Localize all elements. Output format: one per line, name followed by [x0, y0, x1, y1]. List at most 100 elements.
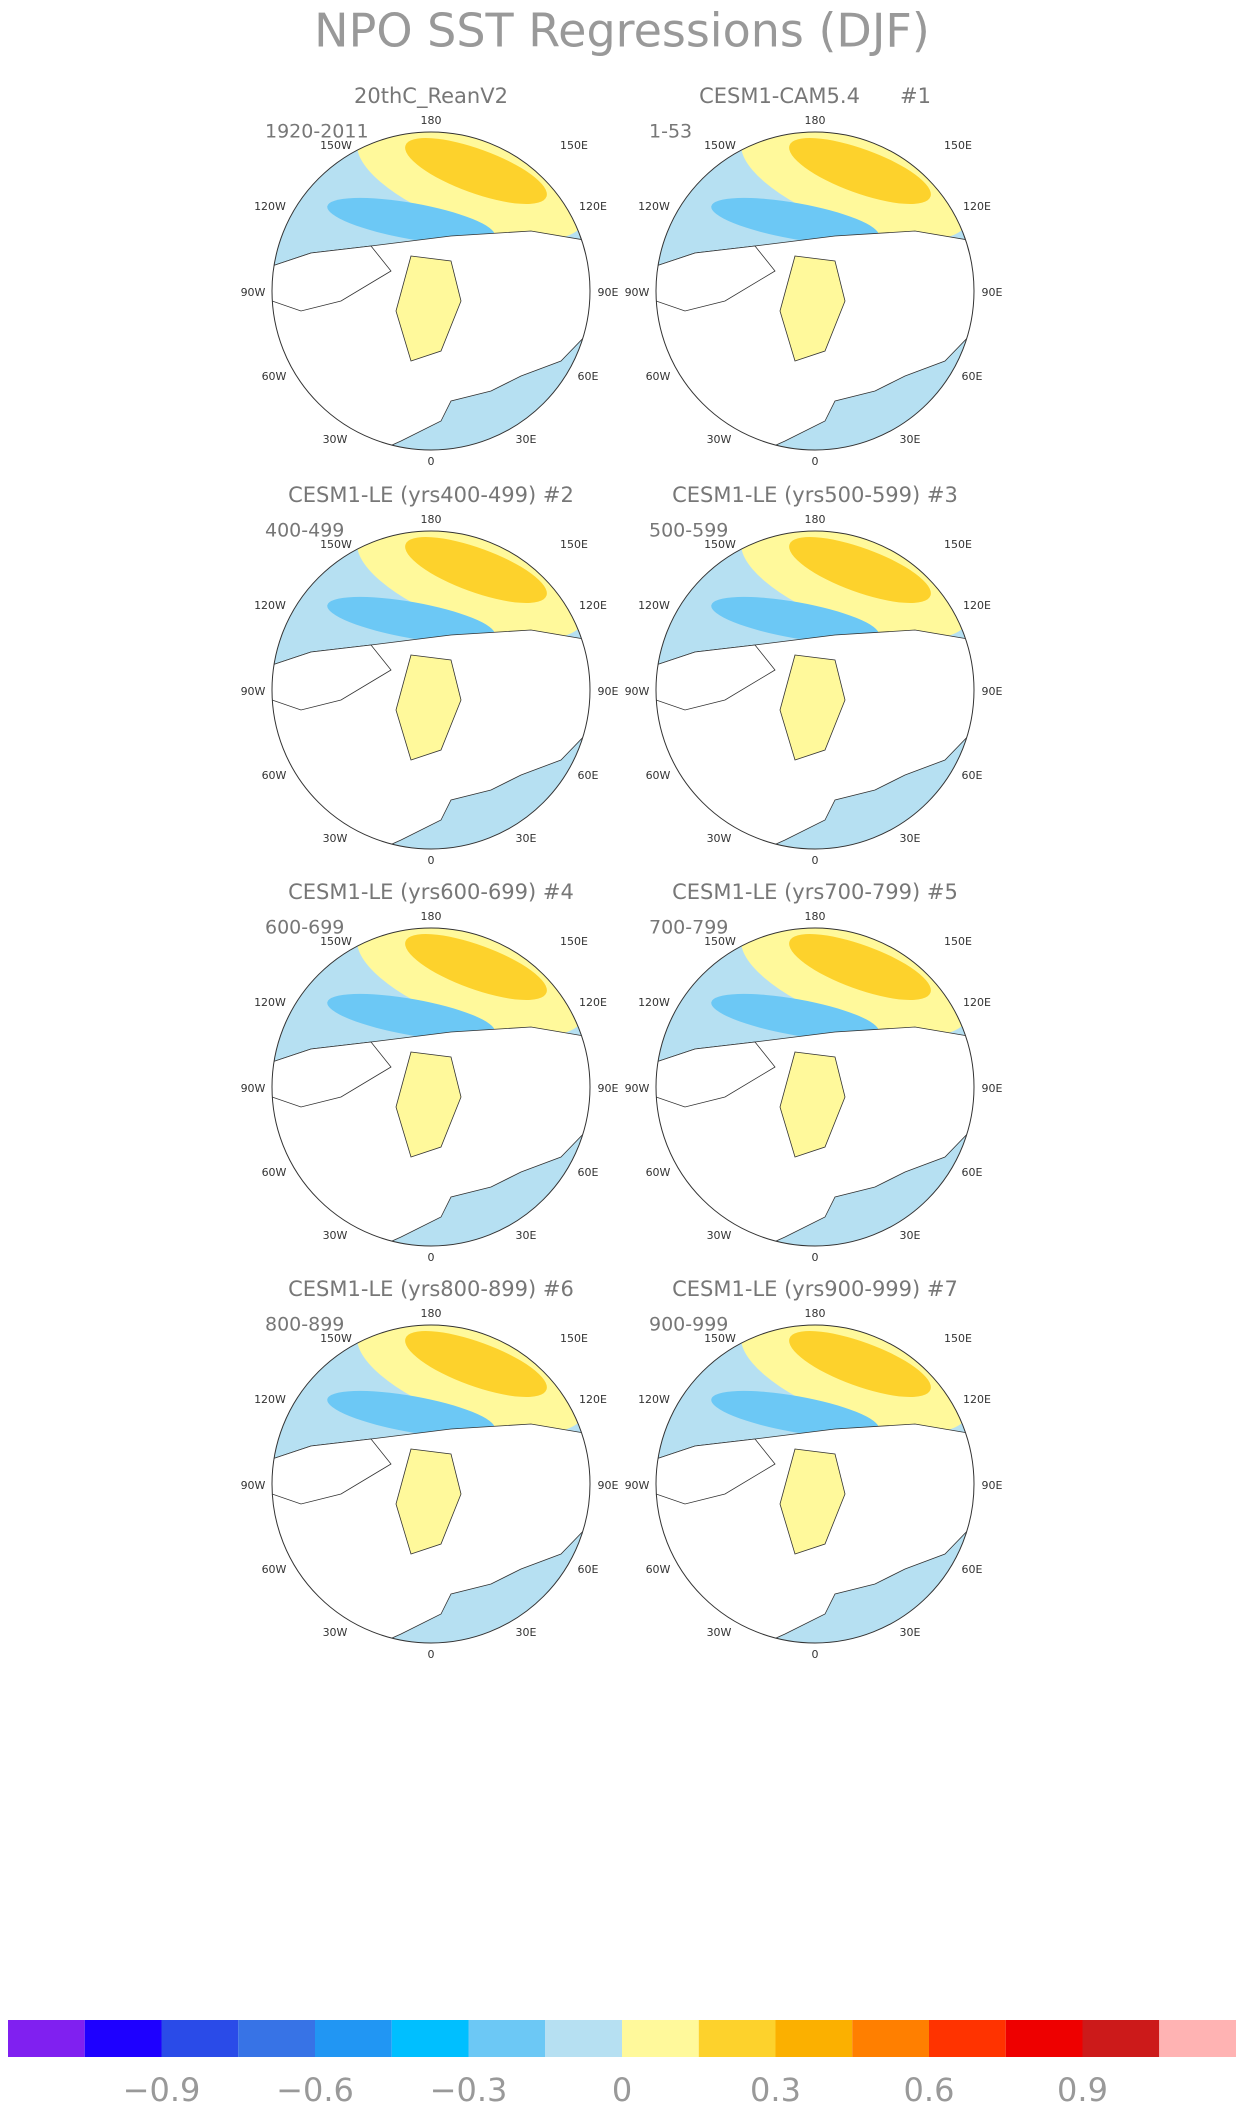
greenland: [779, 654, 846, 761]
panel-title: CESM1-LE (yrs500-599) #3: [672, 483, 958, 507]
map-border: [271, 530, 591, 850]
lon-label: 120E: [579, 1393, 607, 1406]
lon-label: 60E: [578, 1563, 599, 1576]
lon-label: 180: [805, 513, 826, 526]
land-na: [656, 1041, 776, 1108]
lon-label: 0: [812, 1648, 819, 1661]
lon-label: 120E: [963, 996, 991, 1009]
lon-label: 30W: [707, 832, 732, 845]
map-border: [271, 927, 591, 1247]
lon-label: 90W: [241, 1479, 266, 1492]
land-na: [656, 245, 776, 312]
colorbar-label: −0.3: [430, 2071, 508, 2109]
warm-core: [405, 1331, 547, 1397]
land-na: [272, 644, 392, 711]
land-na: [656, 644, 776, 711]
lon-label: 90W: [625, 1479, 650, 1492]
warm-core: [405, 934, 547, 1000]
lon-label: 30E: [516, 433, 537, 446]
cool-core: [327, 1390, 495, 1438]
lon-label: 0: [428, 455, 435, 468]
cool-core: [327, 596, 495, 644]
colorbar-label: 0.6: [904, 2071, 955, 2109]
panel-period: 600-699: [265, 917, 344, 939]
greenland: [395, 255, 462, 362]
lon-label: 90E: [982, 286, 1003, 299]
colorbar-swatch: [1082, 2020, 1160, 2057]
land-na: [272, 1438, 392, 1505]
lon-label: 150E: [944, 1332, 972, 1345]
cool-core: [711, 596, 879, 644]
lon-label: 120W: [254, 996, 286, 1009]
lon-label: 90E: [598, 1479, 619, 1492]
lon-label: 150E: [560, 139, 588, 152]
lon-label: 90W: [241, 286, 266, 299]
panel-period: 700-799: [649, 917, 728, 939]
lon-label: 120W: [254, 200, 286, 213]
lon-label: 30W: [323, 832, 348, 845]
greenland: [395, 1051, 462, 1158]
panel-title: CESM1-LE (yrs600-699) #4: [288, 880, 574, 904]
map: [656, 1325, 974, 1643]
lon-label: 30E: [516, 1626, 537, 1639]
lon-label: 60W: [262, 769, 287, 782]
colorbar-label: 0: [612, 2071, 632, 2109]
lon-label: 120E: [579, 200, 607, 213]
lon-label: 90E: [982, 685, 1003, 698]
lon-label: 180: [805, 114, 826, 127]
lon-label: 60W: [262, 1563, 287, 1576]
lon-label: 60W: [646, 1166, 671, 1179]
panel-period: 400-499: [265, 520, 344, 542]
lon-label: 60E: [962, 1563, 983, 1576]
lon-label: 150W: [320, 935, 352, 948]
greenland: [779, 1448, 846, 1555]
map-border: [655, 131, 975, 451]
panel-period: 800-899: [265, 1314, 344, 1336]
colorbar-swatch: [852, 2020, 929, 2057]
lon-label: 90W: [241, 685, 266, 698]
map-border: [655, 927, 975, 1247]
colorbar-swatch: [8, 2020, 85, 2057]
greenland: [779, 1051, 846, 1158]
cool-core: [327, 197, 495, 245]
lon-label: 150E: [944, 139, 972, 152]
colorbar-swatch: [391, 2020, 469, 2057]
map-border: [271, 131, 591, 451]
lon-label: 90E: [598, 286, 619, 299]
land-na: [656, 1438, 776, 1505]
lon-label: 90E: [598, 1082, 619, 1095]
lon-label: 30E: [900, 1229, 921, 1242]
lon-label: 150E: [944, 935, 972, 948]
colorbar-swatch: [929, 2020, 1006, 2057]
lon-label: 60E: [578, 1166, 599, 1179]
lon-label: 150W: [704, 935, 736, 948]
lon-label: 0: [812, 1251, 819, 1264]
lon-label: 60E: [578, 370, 599, 383]
map: [272, 132, 590, 450]
cool-core: [327, 993, 495, 1041]
colorbar-swatch: [238, 2020, 315, 2057]
colorbar-swatch: [622, 2020, 699, 2057]
lon-label: 0: [812, 455, 819, 468]
panel-period: 500-599: [649, 520, 728, 542]
cool-core: [711, 993, 879, 1041]
lon-label: 30W: [323, 1626, 348, 1639]
land-na: [272, 1041, 392, 1108]
colorbar-label: −0.6: [276, 2071, 354, 2109]
colorbar-swatch: [1005, 2020, 1083, 2057]
lon-label: 120W: [638, 996, 670, 1009]
lon-label: 120E: [963, 200, 991, 213]
lon-label: 180: [805, 910, 826, 923]
lon-label: 60E: [578, 769, 599, 782]
lon-label: 60W: [262, 1166, 287, 1179]
lon-label: 150E: [560, 1332, 588, 1345]
lon-label: 90E: [598, 685, 619, 698]
lon-label: 150W: [320, 538, 352, 551]
lon-label: 150W: [704, 1332, 736, 1345]
lon-label: 60E: [962, 769, 983, 782]
greenland: [395, 654, 462, 761]
lon-label: 60W: [262, 370, 287, 383]
lon-label: 30E: [900, 433, 921, 446]
lon-label: 30W: [323, 433, 348, 446]
